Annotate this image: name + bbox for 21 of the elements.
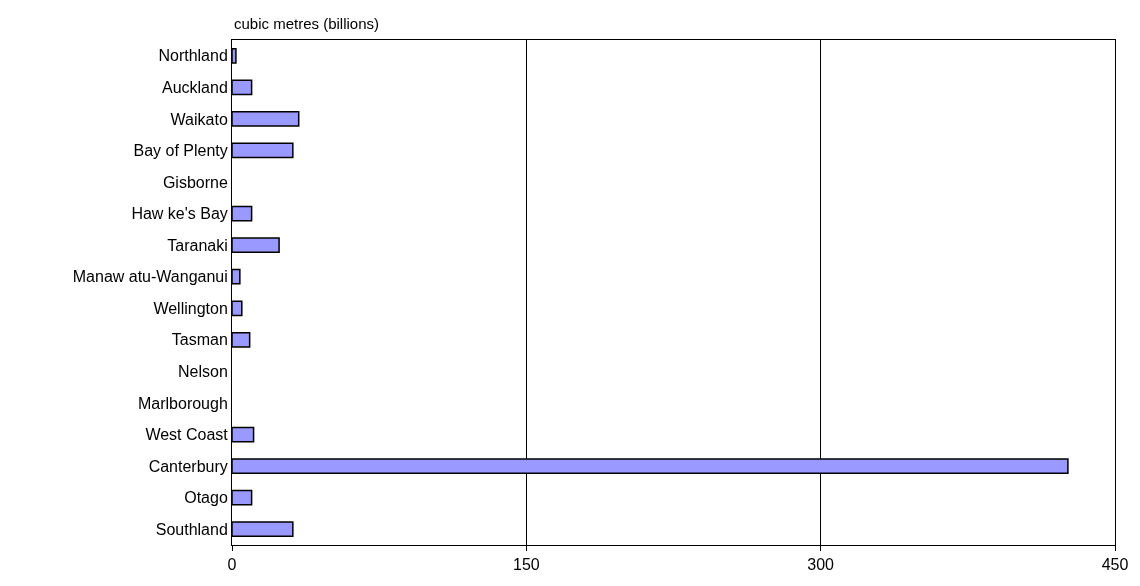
y-tick-label: Canterbury <box>148 457 228 475</box>
x-tick-label: 0 <box>227 556 237 574</box>
y-tick-label: Manaw atu-Wanganui <box>72 268 228 286</box>
x-tick-label: 450 <box>1101 556 1129 574</box>
y-tick-label: Bay of Plenty <box>133 142 228 160</box>
y-tick-label: Wellington <box>153 299 228 317</box>
y-tick-label: Tasman <box>171 331 228 349</box>
y-tick-label: Taranaki <box>167 236 228 254</box>
y-tick-label: Nelson <box>177 363 228 381</box>
y-tick-label: Gisborne <box>162 173 228 191</box>
x-tick-label: 300 <box>807 556 835 574</box>
x-axis-title: cubic metres (billions) <box>234 15 380 32</box>
y-tick-label: Waikato <box>170 110 228 128</box>
y-tick-label: Haw ke's Bay <box>131 205 228 223</box>
y-tick-label: Southland <box>155 520 228 538</box>
y-tick-label: Auckland <box>161 78 228 96</box>
y-tick-label: Northland <box>158 47 228 65</box>
y-tick-label: Otago <box>184 489 228 507</box>
x-tick-label: 150 <box>512 556 540 574</box>
y-tick-label: West Coast <box>145 426 229 444</box>
y-tick-label: Marlborough <box>137 394 228 412</box>
